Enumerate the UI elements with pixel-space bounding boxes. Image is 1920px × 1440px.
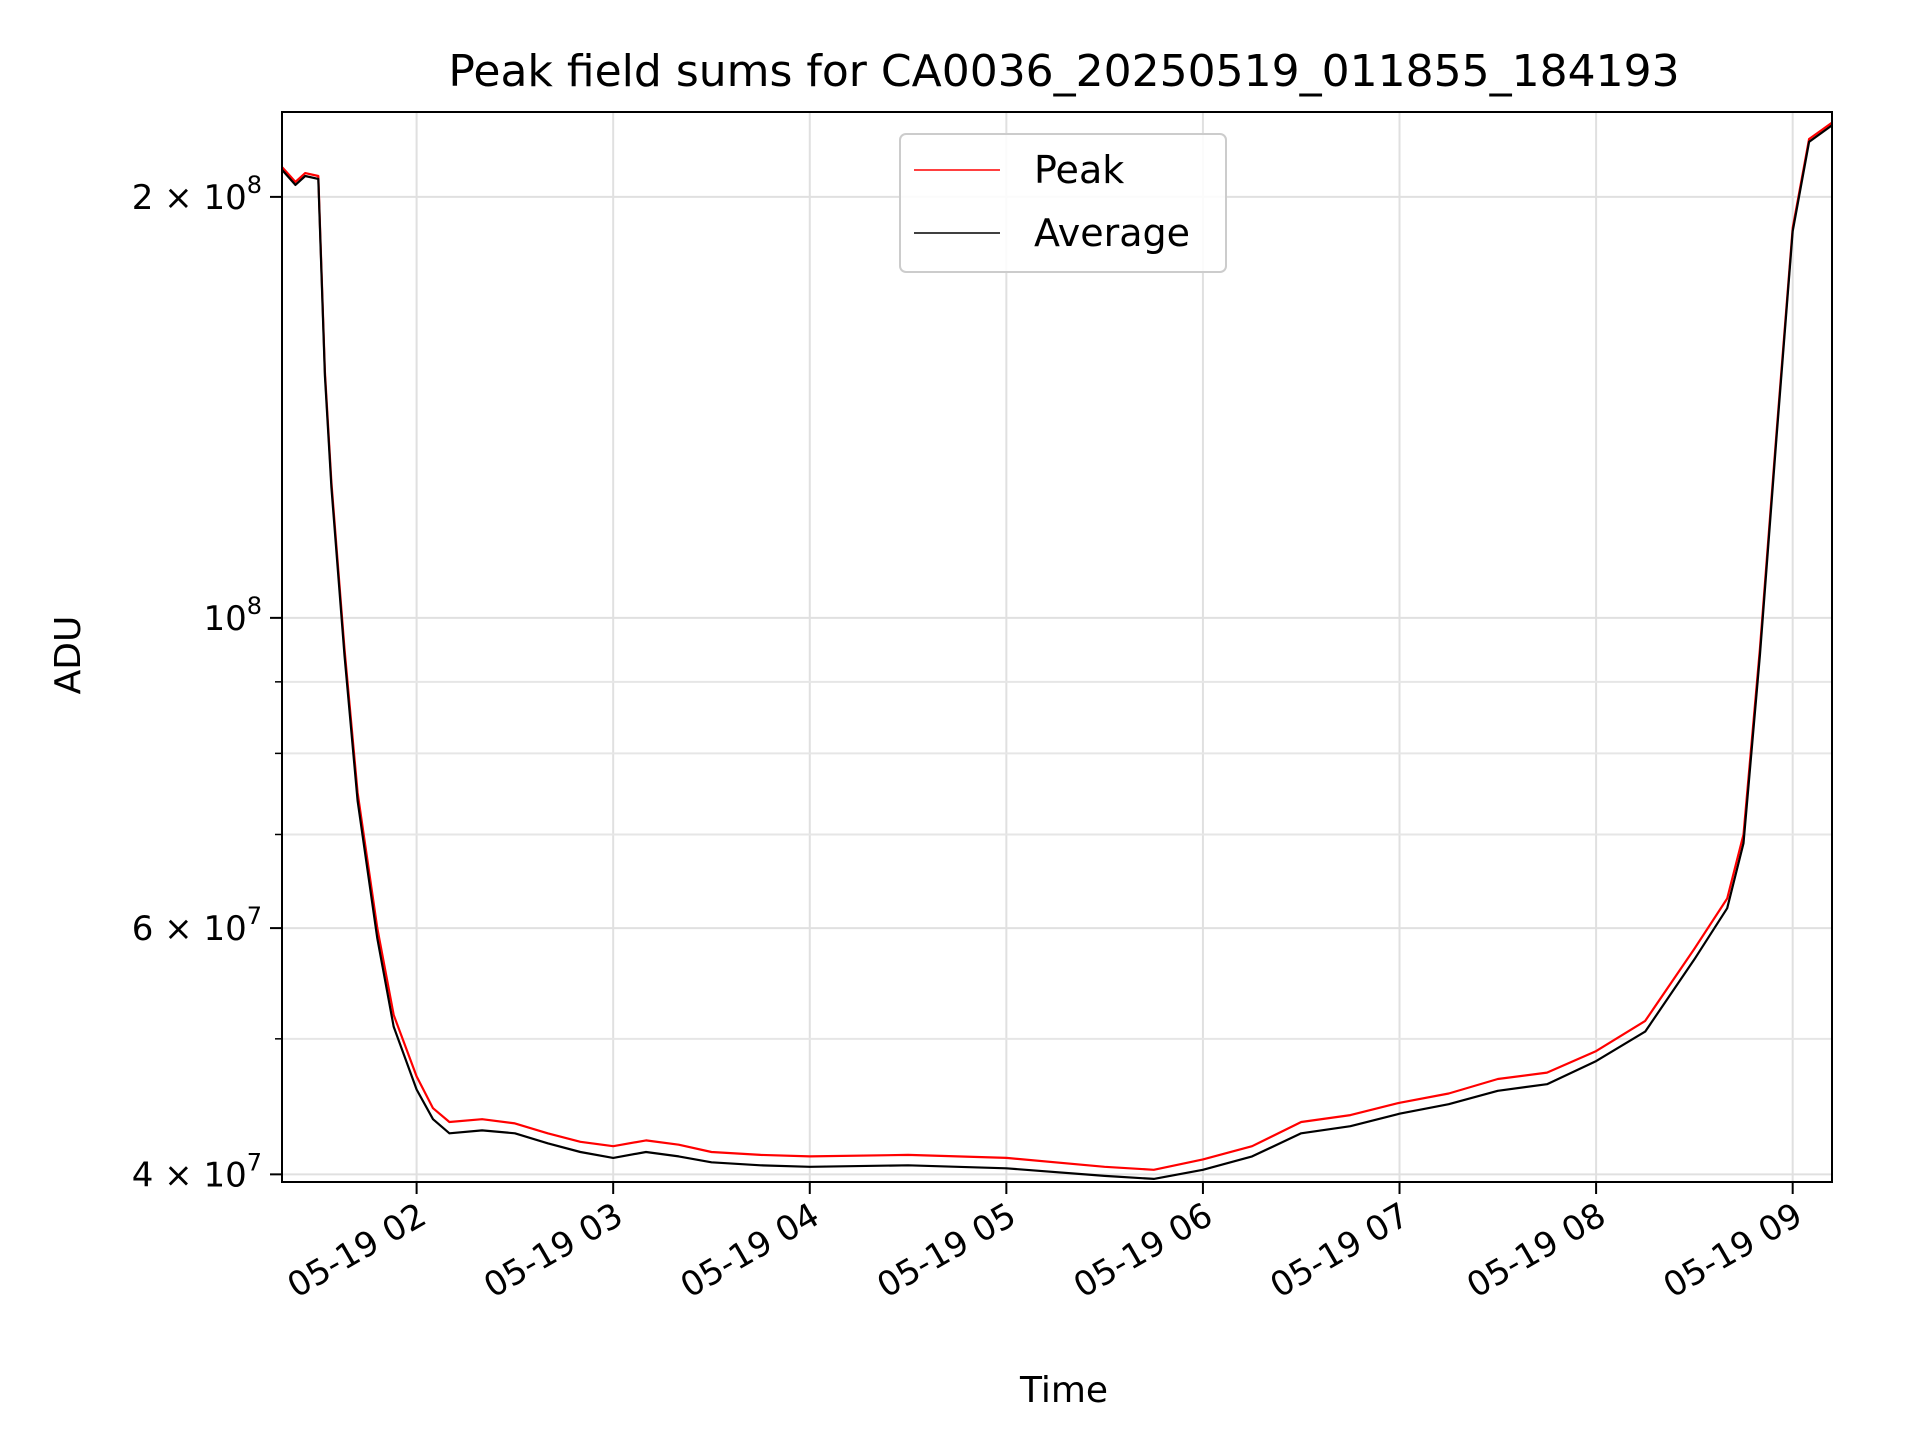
data-point-peak <box>1398 1102 1401 1104</box>
data-point-peak <box>1300 1121 1302 1123</box>
chart-title: Peak field sums for CA0036_20250519_0118… <box>448 46 1679 97</box>
data-point-average <box>1726 907 1728 909</box>
data-point-peak <box>546 1132 549 1135</box>
data-point-average <box>1398 1112 1401 1115</box>
data-point-peak <box>1349 1114 1352 1116</box>
data-point-peak <box>514 1122 516 1125</box>
legend-box <box>899 133 1227 273</box>
data-point-average <box>579 1151 582 1153</box>
data-point-average <box>907 1164 909 1167</box>
data-point-peak <box>448 1121 451 1123</box>
x-axis-label: Time <box>1019 1370 1108 1411</box>
data-point-peak <box>677 1143 680 1146</box>
data-point-average <box>1202 1169 1204 1171</box>
data-point-average <box>343 654 346 657</box>
data-point-peak <box>481 1118 483 1120</box>
y-tick-label: 2 × 108 <box>132 171 262 218</box>
data-point-average <box>612 1157 614 1159</box>
data-point-average <box>1103 1175 1106 1177</box>
data-point-peak <box>294 181 297 183</box>
data-point-peak <box>759 1154 762 1156</box>
data-point-average <box>1775 439 1778 441</box>
data-point-average <box>1644 1030 1646 1033</box>
data-point-average <box>1251 1155 1253 1158</box>
data-point-average <box>677 1155 680 1158</box>
y-tick-label: 4 × 107 <box>132 1148 262 1195</box>
data-point-average <box>317 178 320 180</box>
data-point-average <box>759 1164 762 1167</box>
data-point-average <box>376 937 379 940</box>
data-point-peak <box>1447 1092 1450 1095</box>
data-point-average <box>330 486 333 489</box>
data-point-peak <box>710 1151 713 1153</box>
data-point-peak <box>1808 138 1810 140</box>
data-point-average <box>1005 1167 1008 1170</box>
plot-frame <box>281 111 1833 1183</box>
legend: Peak Average <box>899 133 1227 273</box>
data-point-average <box>415 1088 418 1091</box>
data-point-peak <box>1595 1050 1597 1052</box>
data-point-average <box>1595 1060 1597 1062</box>
legend-average-label: Average <box>1034 211 1190 255</box>
data-point-average <box>514 1132 516 1135</box>
y-tick-label: 6 × 107 <box>132 902 262 949</box>
data-point-average <box>294 184 297 186</box>
y-ticks: 4 × 107 6 × 107 108 2 × 108 <box>132 171 282 1195</box>
data-point-average <box>392 1026 395 1028</box>
data-point-average <box>481 1129 483 1132</box>
data-point-average <box>1759 654 1761 657</box>
y-axis-label: ADU <box>48 616 89 695</box>
data-point-average <box>356 799 359 802</box>
data-point-peak <box>304 172 307 174</box>
data-point-average <box>1791 230 1794 232</box>
data-point-peak <box>1497 1078 1499 1080</box>
data-point-average <box>710 1161 713 1164</box>
data-point-average <box>1546 1083 1548 1085</box>
data-point-peak <box>432 1107 434 1109</box>
grid-lines <box>282 112 1832 1182</box>
data-point-peak <box>1103 1166 1106 1168</box>
data-point-average <box>809 1166 811 1168</box>
data-point-peak <box>645 1139 647 1142</box>
data-point-peak <box>907 1154 909 1156</box>
data-point-peak <box>1202 1158 1204 1161</box>
data-point-average <box>1153 1178 1155 1180</box>
data-point-average <box>1808 141 1810 143</box>
data-point-average <box>448 1132 451 1135</box>
data-point-average <box>1447 1103 1450 1105</box>
data-point-peak <box>1005 1157 1008 1159</box>
legend-peak-label: Peak <box>1034 148 1124 192</box>
data-point-peak <box>392 1014 395 1016</box>
data-point-average <box>1742 842 1745 844</box>
data-point-peak <box>317 175 320 177</box>
data-point-peak <box>1251 1145 1253 1147</box>
data-point-peak <box>1726 897 1728 900</box>
data-point-average <box>645 1151 647 1153</box>
data-point-average <box>304 175 307 177</box>
data-point-peak <box>612 1145 614 1147</box>
data-point-peak <box>809 1155 811 1158</box>
data-point-average <box>432 1118 434 1120</box>
data-point-average <box>1300 1132 1302 1135</box>
series-lines <box>281 121 1833 1180</box>
data-point-average <box>1693 958 1696 961</box>
data-point-peak <box>1693 947 1696 950</box>
data-point-average <box>324 374 326 377</box>
data-point-peak <box>1153 1169 1155 1171</box>
data-point-peak <box>579 1141 582 1143</box>
data-point-average <box>546 1142 549 1145</box>
data-point-peak <box>1546 1071 1548 1074</box>
data-point-peak <box>1644 1020 1646 1022</box>
data-point-average <box>1497 1090 1499 1092</box>
data-point-peak <box>415 1075 418 1078</box>
y-tick-label: 108 <box>203 592 262 639</box>
data-point-average <box>1349 1125 1352 1127</box>
